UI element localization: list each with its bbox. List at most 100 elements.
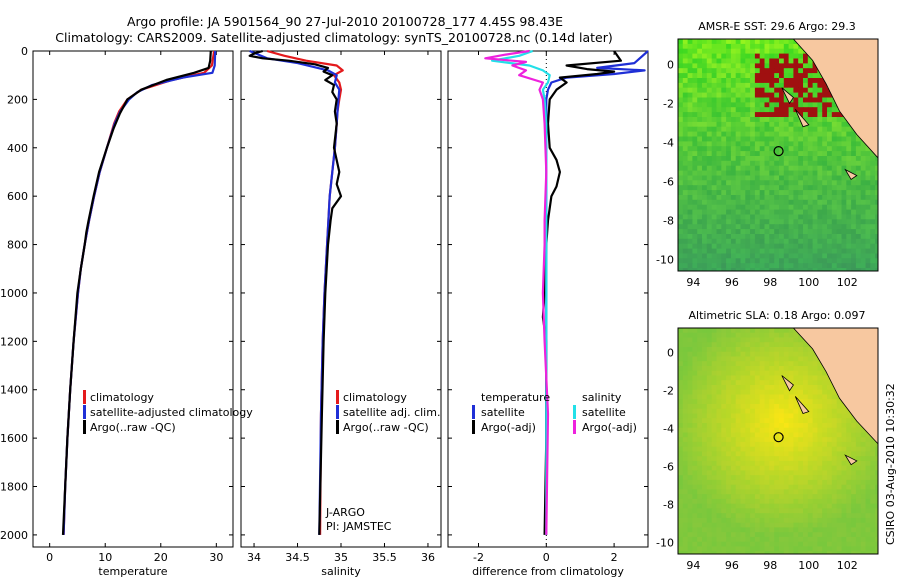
map-cell <box>774 356 780 362</box>
map-cell <box>875 175 878 181</box>
map-cell <box>851 224 857 230</box>
map-cell <box>827 165 833 172</box>
map-cell <box>706 87 713 94</box>
map-cell <box>721 209 727 215</box>
map-cell <box>855 441 862 448</box>
map-cell <box>769 82 775 89</box>
map-cell <box>827 503 833 509</box>
map-cell <box>827 546 833 552</box>
map-cell <box>726 465 732 471</box>
map-cell <box>711 68 718 74</box>
map-cell <box>711 437 718 443</box>
map-cell <box>875 170 878 176</box>
map-cell <box>831 465 838 471</box>
map-cell <box>735 53 742 59</box>
map-cell <box>750 332 756 338</box>
map-cell <box>754 53 761 59</box>
map-cell <box>726 58 732 64</box>
map-cell <box>764 238 770 245</box>
map-cell <box>730 112 737 118</box>
map-cell <box>812 432 818 438</box>
map-cell <box>726 180 732 186</box>
salinity-xtick-label: 35 <box>334 551 348 564</box>
series-difference-salinity-satellite <box>491 49 551 535</box>
map-cell <box>798 527 804 533</box>
map-cell <box>812 356 818 362</box>
map-cell <box>841 532 847 538</box>
map-cell <box>783 503 790 509</box>
map-cell <box>793 546 799 552</box>
map-cell <box>759 243 766 250</box>
map-cell <box>798 413 804 419</box>
depth-tick-label: 800 <box>7 239 28 252</box>
map-cell <box>793 522 799 528</box>
map-cell <box>726 204 732 211</box>
map-cell <box>803 243 809 250</box>
legend-label-argo: Argo(..raw -QC) <box>90 421 176 434</box>
map-cell <box>836 263 843 269</box>
map-cell <box>803 551 809 554</box>
map-cell <box>682 248 689 254</box>
map-cell <box>798 253 804 259</box>
map-cell <box>846 551 852 554</box>
map-cell <box>735 427 742 433</box>
map-cell <box>697 263 703 269</box>
map-cell <box>788 219 794 225</box>
map-cell <box>769 258 775 264</box>
map-cell <box>788 253 794 259</box>
map-cell <box>803 404 809 410</box>
map-cell <box>750 141 756 147</box>
map-cell <box>730 53 737 59</box>
map-cell <box>779 263 785 269</box>
map-cell <box>759 347 766 353</box>
map-cell <box>750 263 756 269</box>
map-cell <box>788 238 794 245</box>
map-cell <box>692 536 698 543</box>
map-cell <box>860 546 867 552</box>
map-cell <box>726 82 732 89</box>
map-cell <box>841 513 847 519</box>
map-cell <box>779 432 785 438</box>
map-cell <box>779 165 785 172</box>
map-cell <box>788 234 794 240</box>
map-cell <box>798 248 804 254</box>
map-cell <box>682 238 689 245</box>
map-cell <box>735 126 742 133</box>
map-cell <box>831 470 838 476</box>
map-cell <box>831 258 838 264</box>
map-cell <box>711 180 718 186</box>
map-cell <box>702 522 708 528</box>
map-cell <box>788 160 794 167</box>
map-cell <box>783 160 790 167</box>
map-cell <box>759 146 766 152</box>
map-cell <box>759 399 766 405</box>
map-cell <box>846 214 852 220</box>
map-cell <box>817 234 823 240</box>
map-cell <box>798 513 804 519</box>
map-cell <box>827 151 833 157</box>
legend-label-clim-sal: climatology <box>343 391 407 404</box>
map-cell <box>716 195 722 201</box>
map-cell <box>812 141 818 147</box>
map-cell <box>730 243 737 250</box>
map-cell <box>750 446 756 452</box>
map-cell <box>788 146 794 152</box>
map-cell <box>726 418 732 424</box>
map-cell <box>678 175 684 181</box>
map-cell <box>721 484 727 490</box>
map-cell <box>745 375 751 381</box>
map-cell <box>836 175 843 181</box>
map-cell <box>745 151 751 157</box>
map-cell <box>783 408 790 414</box>
map-cell <box>788 43 794 50</box>
map-cell <box>702 494 708 500</box>
map-cell <box>831 229 838 235</box>
map-cell <box>827 224 833 230</box>
map-cell <box>711 370 718 376</box>
map-cell <box>812 73 818 79</box>
map-cell <box>798 541 804 547</box>
map-cell <box>726 460 732 467</box>
map-cell <box>827 175 833 181</box>
map-cell <box>764 337 770 343</box>
